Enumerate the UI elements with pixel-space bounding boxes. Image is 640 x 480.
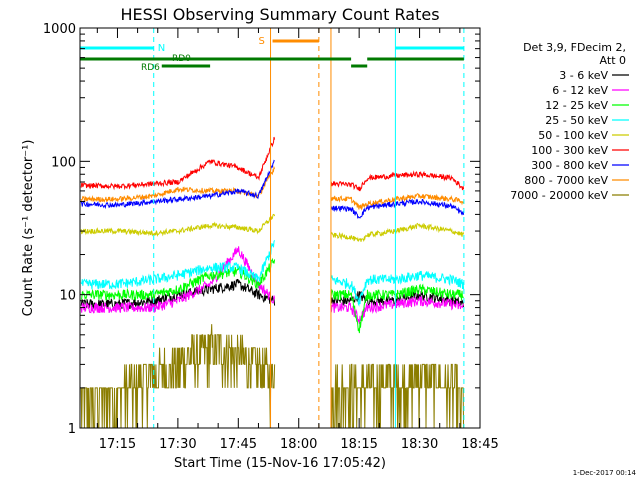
legend-entry-label: 50 - 100 keV	[538, 129, 608, 142]
y-tick-label: 100	[51, 155, 76, 170]
legend-header: Det 3,9, FDecim 2,	[523, 41, 626, 54]
y-tick-label: 1	[68, 422, 76, 437]
x-tick-label: 17:30	[159, 437, 196, 452]
legend-entry-label: 3 - 6 keV	[559, 69, 608, 82]
night-label: N	[158, 43, 165, 54]
saa-label: S	[259, 36, 265, 47]
legend-entry-label: 25 - 50 keV	[545, 114, 608, 127]
y-tick-label: 1000	[43, 22, 76, 37]
x-tick-label: 18:00	[280, 437, 317, 452]
series-line-300-800-kev	[80, 159, 465, 219]
x-tick-label: 18:15	[340, 437, 377, 452]
x-tick-label: 18:45	[461, 437, 498, 452]
x-tick-label: 17:15	[99, 437, 136, 452]
decimation-label-rd6: RD6	[141, 63, 160, 73]
series-line-7000-20000-kev	[80, 324, 465, 429]
legend-entry-label: 800 - 7000 keV	[524, 174, 608, 187]
x-axis-label: Start Time (15-Nov-16 17:05:42)	[174, 456, 386, 471]
legend-header: Att 0	[600, 54, 626, 67]
plot-area: N S RD6 RD0 1 10 100 1000 17:15 17:30 17:45 18:00 18…	[43, 22, 499, 452]
legend-entry-label: 100 - 300 keV	[531, 144, 608, 157]
x-tick-label: 17:45	[220, 437, 257, 452]
legend-entry-label: 6 - 12 keV	[552, 84, 608, 97]
y-tick-label: 10	[59, 289, 76, 304]
legend: Det 3,9, FDecim 2,Att 0 3 - 6 keV 6 - 12 k…	[510, 41, 629, 202]
legend-entry-label: 12 - 25 keV	[545, 99, 608, 112]
series-line-100-300-kev	[80, 136, 465, 192]
chart-title: HESSI Observing Summary Count Rates	[120, 5, 439, 24]
plot-frame	[79, 27, 481, 429]
decimation-label-rd0: RD0	[172, 54, 191, 64]
y-axis-label: Count Rate (s⁻¹ detector⁻¹)	[21, 140, 36, 317]
series-line-50-100-kev	[80, 213, 465, 243]
series-line-6-12-kev	[80, 246, 465, 325]
footer-date: 1-Dec-2017 00:14	[573, 469, 637, 477]
series-line-25-50-kev	[80, 240, 465, 307]
x-tick-label: 18:30	[401, 437, 438, 452]
legend-entry-label: 300 - 800 keV	[531, 159, 608, 172]
legend-entry-label: 7000 - 20000 keV	[510, 189, 608, 202]
